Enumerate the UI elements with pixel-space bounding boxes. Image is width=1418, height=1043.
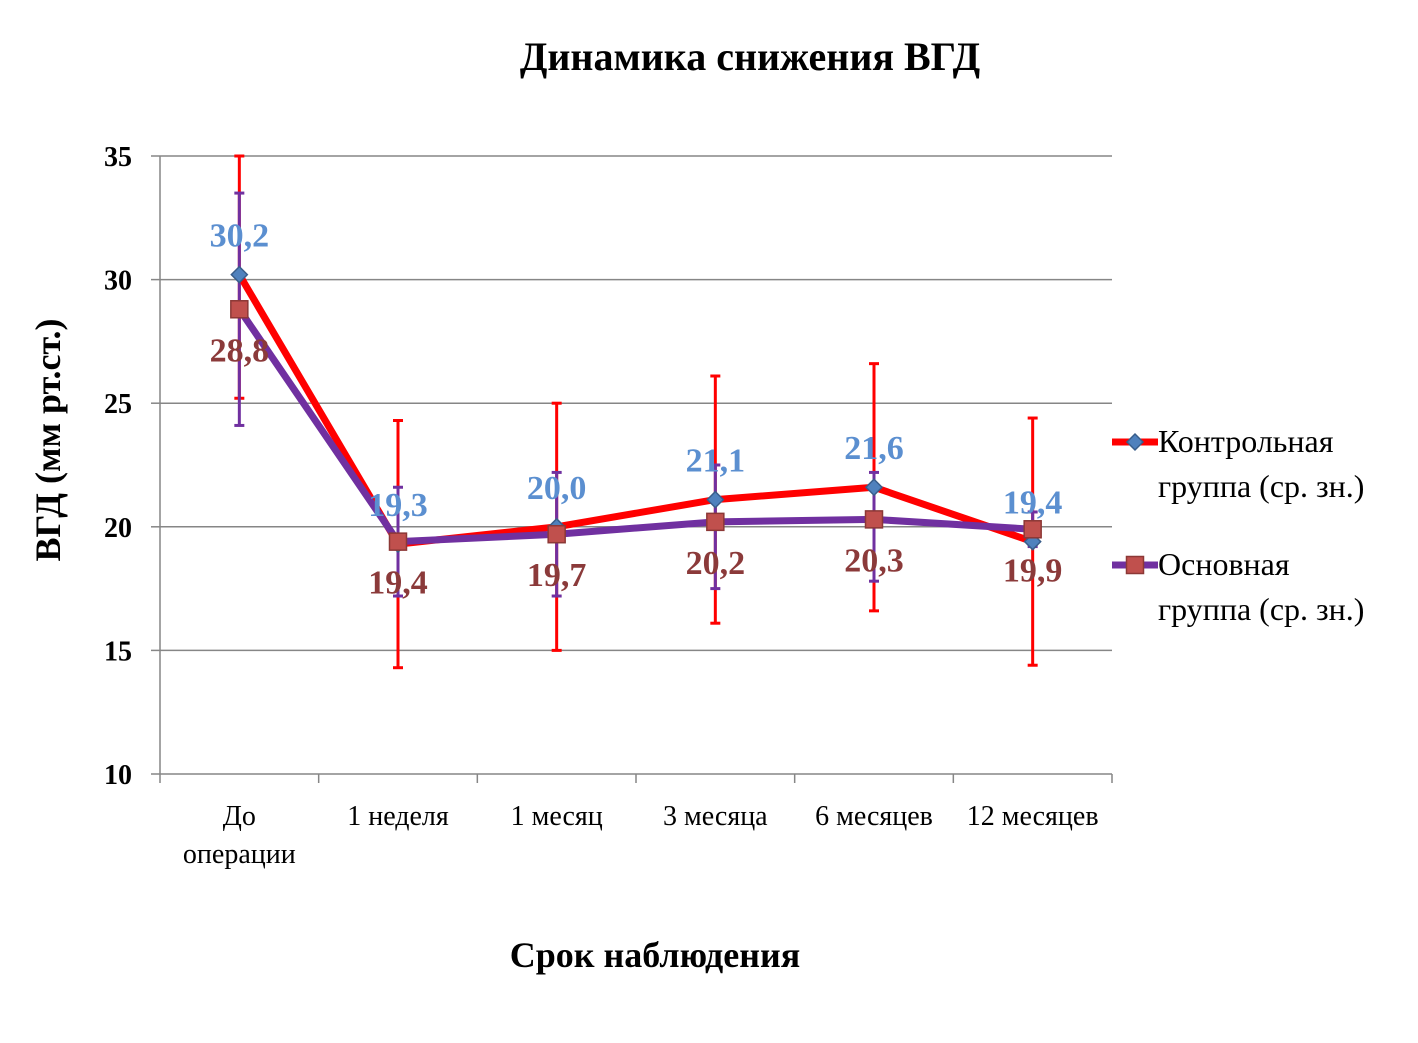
- tick-labels: 10 15 20 25 30 35 До операции 1 неделя 1 месяц 3 м…: [104, 142, 1099, 870]
- legend-marker: [1125, 555, 1145, 575]
- x-tick-label: 6 месяцев: [815, 801, 933, 832]
- y-tick-label: 15: [104, 636, 132, 667]
- data-label: 19,9: [1003, 552, 1063, 589]
- legend-label: Основная: [1158, 546, 1290, 582]
- series-line-2: [235, 305, 1037, 546]
- legend-marker: [1125, 432, 1145, 452]
- data-point: [706, 512, 725, 532]
- y-tick-label: 35: [104, 142, 132, 173]
- data-label: 19,4: [368, 565, 428, 602]
- data-point: [230, 300, 249, 319]
- legend-entry-1: Контрольная группа (ср. зн.): [1112, 423, 1364, 504]
- data-point: [706, 490, 725, 509]
- data-label: 19,4: [1003, 485, 1063, 522]
- legend-label: Контрольная: [1158, 423, 1334, 459]
- legend-label: группа (ср. зн.): [1158, 591, 1364, 627]
- x-tick-label: 1 неделя: [347, 801, 449, 832]
- data-point: [864, 478, 884, 497]
- x-tick-label: До: [223, 801, 256, 832]
- x-tick-label: операции: [183, 839, 296, 870]
- x-axis-label: Срок наблюдения: [510, 935, 800, 975]
- y-tick-label: 30: [104, 266, 132, 297]
- data-label: 21,1: [686, 443, 746, 480]
- data-point: [547, 524, 566, 544]
- legend-entry-2: Основная группа (ср. зн.): [1112, 546, 1364, 627]
- legend: Контрольная группа (ср. зн.) Основная групп…: [1112, 423, 1364, 627]
- series-lines: [235, 271, 1037, 548]
- data-label: 28,8: [210, 332, 270, 369]
- x-tick-label: 12 месяцев: [967, 801, 1099, 832]
- chart-title: Динамика снижения ВГД: [520, 34, 980, 79]
- y-tick-label: 20: [104, 513, 132, 544]
- data-point: [230, 265, 249, 284]
- legend-label: группа (ср. зн.): [1158, 468, 1364, 504]
- data-point: [864, 510, 884, 529]
- data-label: 19,7: [527, 557, 587, 594]
- x-tick-label: 3 месяца: [663, 801, 768, 832]
- data-label: 21,6: [844, 430, 904, 467]
- y-tick-label: 25: [104, 389, 132, 420]
- data-label: 30,2: [210, 218, 270, 255]
- data-label: 20,2: [686, 545, 746, 582]
- data-label: 20,3: [844, 542, 904, 579]
- y-tick-label: 10: [104, 760, 132, 791]
- data-point: [388, 532, 408, 551]
- data-label: 20,0: [527, 470, 587, 507]
- data-label: 19,3: [368, 487, 428, 524]
- error-bars: [234, 154, 1038, 670]
- data-point: [1023, 520, 1042, 539]
- axes: [151, 155, 1113, 783]
- x-tick-label: 1 месяц: [511, 801, 603, 832]
- series-markers: [230, 265, 1042, 554]
- series-line-1: [235, 271, 1037, 548]
- data-labels: 30,2 19,3 20,0 21,1 21,6 19,4 28,8 19,4 19,7 20,2…: [210, 218, 1063, 602]
- y-axis-label: ВГД (мм рт.ст.): [28, 318, 68, 561]
